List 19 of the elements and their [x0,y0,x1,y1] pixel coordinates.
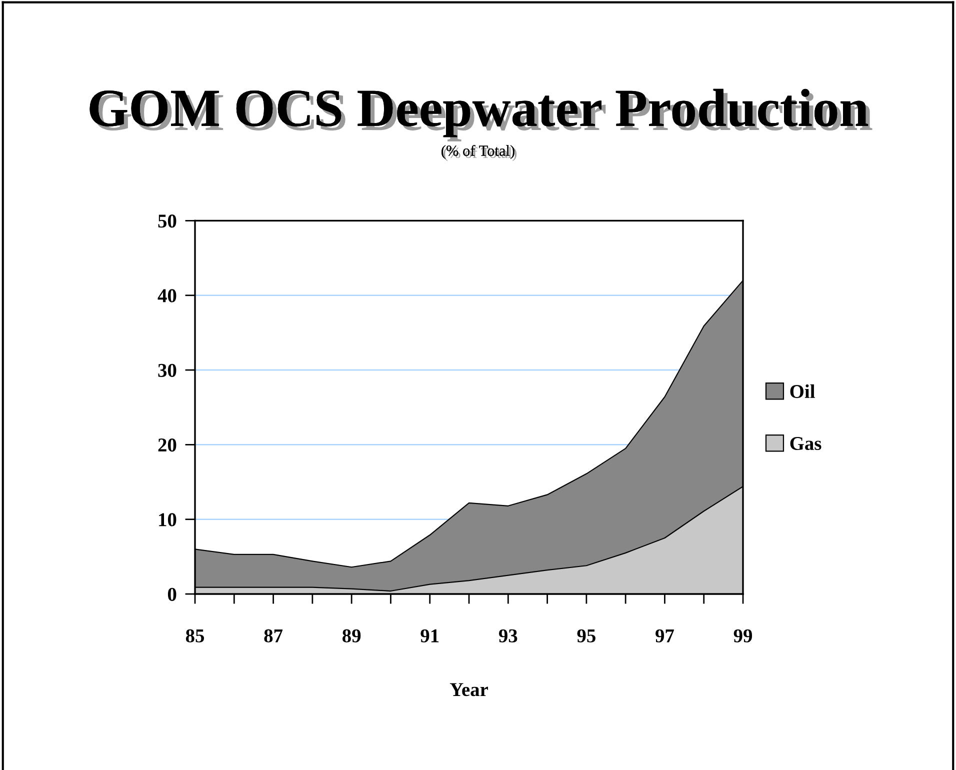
x-axis-title: Year [450,683,488,696]
legend-label: Gas [790,436,822,450]
x-tick-label: 99 [734,629,752,642]
x-tick-label: 85 [186,629,204,642]
y-tick-label: 50 [158,214,176,228]
y-tick-label: 0 [168,588,176,601]
x-tick-label: 87 [264,629,283,642]
legend-label: Oil [790,384,815,398]
y-tick-label: 10 [159,513,176,526]
x-tick-label: 91 [420,629,439,642]
x-tick-label: 95 [577,629,596,642]
chart-subtitle: (% of Total) [442,144,516,162]
x-tick-label: 89 [342,629,361,642]
y-tick-label: 30 [158,364,176,377]
x-tick-label: 97 [656,629,674,642]
x-tick-label: 93 [498,629,518,642]
y-tick-label: 20 [158,438,176,452]
y-tick-label: 40 [158,289,176,302]
chart-title: GOM OCS Deepwater Production [90,88,872,142]
